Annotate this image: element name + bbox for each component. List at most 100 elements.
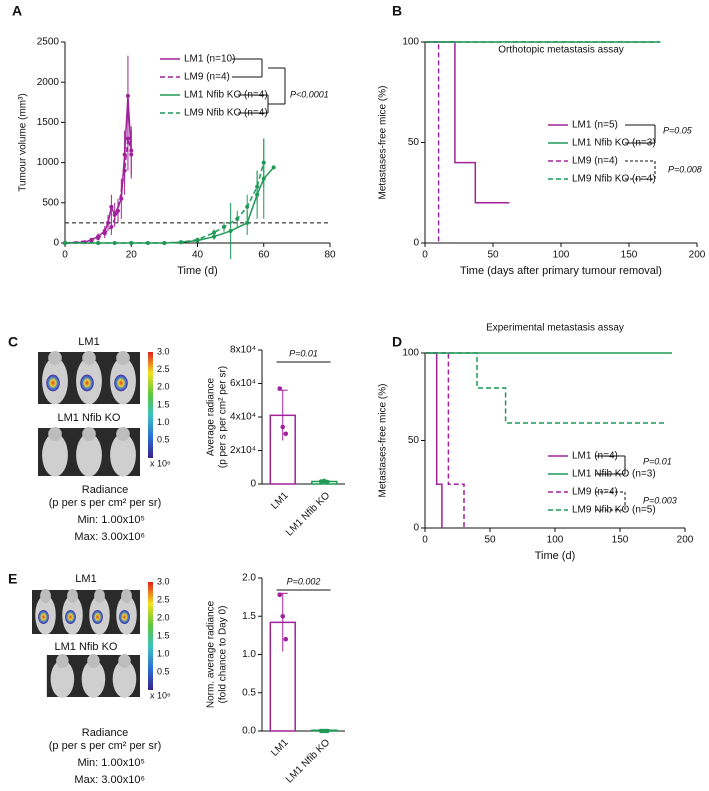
x-tick-label: LM1 [269,737,291,759]
x-tick-label: 200 [677,535,694,546]
p-value: P=0.05 [663,125,693,135]
x-tick-label: 150 [621,250,638,261]
data-point [283,431,289,437]
legend-label: LM9 (n=4) [572,487,618,498]
x-tick-label: 0 [422,535,428,546]
series-line [425,352,666,424]
colorbar-tick-label: 0.5 [157,435,170,445]
signal [80,374,94,392]
x-tick-label: 50 [487,250,499,261]
y-axis-label: (p per s per cm² per sr) [218,366,229,468]
colorbar-tick-label: 1.0 [157,417,170,427]
data-point [89,238,94,243]
colorbar-tick-label: 2.0 [157,382,170,392]
signal [38,609,49,625]
data-point [178,240,183,245]
y-tick-label: 0 [413,238,419,249]
data-point [277,592,283,598]
panel-letter: D [392,334,402,350]
mouse-head [67,589,78,603]
mouse [81,660,106,698]
legend-label: LM9 (n=4) [572,156,618,167]
data-point [283,636,289,642]
y-tick-label: 4x10⁴ [230,412,256,423]
data-point [324,728,330,734]
p-value: P=0.01 [643,456,672,466]
mouse [42,433,68,477]
radiance-unit: (p per s per cm² per sr) [49,740,161,752]
legend-label: LM1 Nfib KO (n=3) [572,138,656,149]
y-tick-label: 2.0 [242,573,256,584]
panel-letter: C [8,334,18,350]
mouse-head [48,351,62,365]
x-tick-label: 150 [612,535,629,546]
y-tick-label: 1500 [37,117,60,128]
y-tick-label: 1.0 [242,649,256,660]
series-line [64,138,132,244]
y-tick-label: 6x10⁴ [230,378,256,389]
y-tick-label: 0.0 [242,726,256,737]
x-tick-label: 0 [422,250,428,261]
image-label: LM1 Nfib KO [55,641,118,653]
radiance-unit: (p per s per cm² per sr) [49,497,161,509]
colorbar-tick-label: 1.5 [157,630,170,640]
p-value: P<0.0001 [290,89,329,99]
y-tick-label: 0 [250,479,256,490]
colorbar-multiplier: x 10⁶ [150,690,171,700]
signal [119,609,130,625]
legend-label: LM1 (n=4) [572,451,618,462]
x-axis-label: Time (d) [535,550,576,562]
y-tick-label: 2x10⁴ [230,445,256,456]
data-point [109,204,114,209]
mouse-head [82,427,96,441]
radiance-label: Radiance [82,484,128,496]
chart-title: Experimental metastasis assay [486,323,624,334]
series-line [425,41,510,204]
mouse-head [48,427,62,441]
y-tick-label: 0 [53,238,59,249]
image-label: LM1 Nfib KO [58,412,121,424]
legend-label: LM9 (n=4) [184,72,230,83]
p-value: P=0.002 [287,576,321,586]
mouse [50,660,75,698]
x-tick-label: LM1 Nfib KO [284,490,332,538]
data-point [195,237,200,242]
data-point [255,184,260,189]
mouse [110,433,136,477]
mouse-head [87,654,100,668]
legend-label: LM1 Nfib KO (n=4) [184,90,268,101]
signal [92,609,103,625]
y-axis-label: Metastases-free mice (%) [378,86,389,200]
p-value: P=0.01 [289,348,318,358]
image-label: LM1 [78,336,99,348]
min-label: Min: 1.00x10⁵ [77,757,145,769]
y-axis-label: Norm. average radiance [206,600,217,708]
data-point [125,136,130,141]
data-point [277,386,283,391]
y-tick-label: 2000 [37,77,60,88]
legend-label: LM9 Nfib KO (n=4) [572,174,656,185]
colorbar-tick-label: 2.5 [157,364,170,374]
data-point [122,168,127,173]
x-tick-label: LM1 Nfib KO [284,737,332,785]
x-tick-label: 100 [553,250,570,261]
y-tick-label: 100 [402,37,419,48]
y-tick-label: 100 [402,348,419,359]
mouse-head [118,654,131,668]
data-point [129,148,134,153]
chart-title: Orthotopic metastasis assay [498,45,624,56]
series-line [65,162,265,244]
data-point [96,241,101,245]
max-label: Max: 3.00x10⁶ [74,774,145,786]
y-tick-label: 50 [408,435,420,446]
legend-label: LM1 (n=5) [572,120,618,131]
signal [114,374,128,392]
data-point [129,241,134,245]
mouse [76,433,102,477]
data-point [162,241,167,245]
data-point [116,208,120,213]
colorbar-tick-label: 1.5 [157,399,170,409]
data-point [212,234,217,239]
series-line [425,352,465,528]
